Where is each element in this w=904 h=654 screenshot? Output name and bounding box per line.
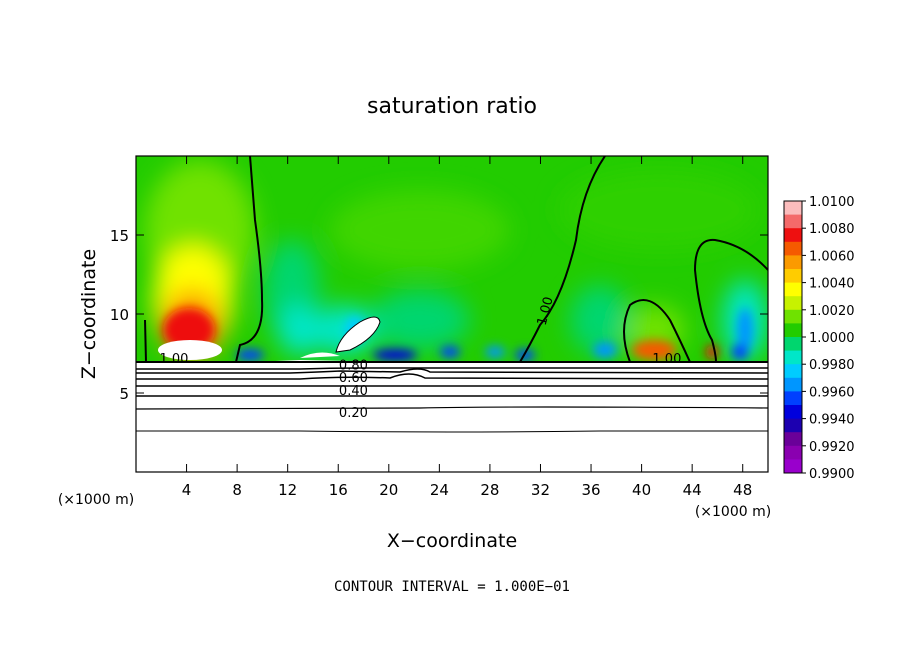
colorbar-swatch (784, 282, 802, 297)
x-tick-label: 8 (232, 481, 242, 499)
contour-lines (136, 156, 768, 433)
colorbar-swatch (784, 337, 802, 351)
x-axis: 4 8 12 16 20 24 28 32 36 40 44 48 (182, 156, 752, 499)
contour-label: 1.00 (535, 295, 557, 327)
colorbar-label: 0.9980 (809, 358, 855, 373)
colorbar-swatch (784, 214, 802, 229)
colorbar-label: 0.9960 (809, 385, 855, 400)
colorbar-swatch (784, 296, 802, 311)
x-tick-label: 48 (733, 481, 752, 499)
colorbar-label: 1.0000 (809, 331, 855, 346)
colorbar-label: 0.9940 (809, 413, 855, 428)
chart-title: saturation ratio (367, 94, 537, 119)
y-axis-label: Z−coordinate (78, 249, 100, 379)
colorbar-swatch (784, 350, 802, 365)
colorbar-swatch (784, 269, 802, 283)
colorbar-label: 0.9900 (809, 467, 855, 482)
colorbar-swatch (784, 377, 802, 392)
colorbar-label: 1.0020 (809, 304, 855, 319)
x-tick-label: 44 (683, 481, 702, 499)
x-tick-label: 24 (430, 481, 449, 499)
colorbar-swatch (784, 445, 802, 460)
y-tick-label: 15 (110, 227, 129, 245)
contour-label: 1.00 (652, 352, 681, 367)
colorbar-swatch (784, 241, 802, 256)
colorbar-swatch (784, 201, 802, 215)
colorbar-label: 1.0080 (809, 222, 855, 237)
x-tick-label: 40 (632, 481, 651, 499)
contour-label: 0.20 (339, 406, 368, 421)
colorbar-swatch (784, 432, 802, 447)
colorbar-swatch (784, 391, 802, 406)
x-tick-label: 36 (581, 481, 600, 499)
x-tick-label: 20 (379, 481, 398, 499)
x-tick-label: 28 (480, 481, 499, 499)
heatmap-field (136, 156, 768, 472)
y-axis: 5 10 15 (110, 227, 768, 403)
x-tick-label: 32 (531, 481, 550, 499)
x-tick-label: 4 (182, 481, 192, 499)
x-tick-label: 16 (329, 481, 348, 499)
colorbar-swatch (784, 309, 802, 324)
x-unit-left: (×1000 m) (58, 492, 134, 508)
contour-labels: 1.00 1.00 1.00 0.800.600.40 0.20 (159, 295, 681, 421)
y-tick-label: 10 (110, 306, 129, 324)
colorbar-label: 1.0060 (809, 249, 855, 264)
colorbar-swatch (784, 255, 802, 270)
colorbar-swatch (784, 405, 802, 419)
colorbar-swatch (784, 323, 802, 338)
x-tick-label: 12 (278, 481, 297, 499)
colorbar-label: 1.0100 (809, 195, 855, 210)
colorbar-swatch (784, 364, 802, 379)
colorbar: 1.0100 1.0080 1.0060 1.0040 1.0020 1.0000 0.99… (783, 195, 855, 482)
contour-label: 0.60 (339, 371, 368, 386)
colorbar-label: 0.9920 (809, 440, 855, 455)
y-tick-label: 5 (119, 385, 129, 403)
colorbar-label: 1.0040 (809, 277, 855, 292)
contour-interval-note: CONTOUR INTERVAL = 1.000E−01 (334, 579, 570, 595)
x-axis-label: X−coordinate (387, 530, 517, 552)
contour-label: 0.80 (339, 359, 368, 374)
x-unit-right: (×1000 m) (695, 504, 771, 520)
colorbar-swatch (784, 459, 802, 474)
contour-label: 1.00 (159, 352, 188, 367)
contour-label: 0.40 (339, 384, 368, 399)
colorbar-swatch (784, 228, 802, 243)
colorbar-swatch (784, 418, 802, 433)
